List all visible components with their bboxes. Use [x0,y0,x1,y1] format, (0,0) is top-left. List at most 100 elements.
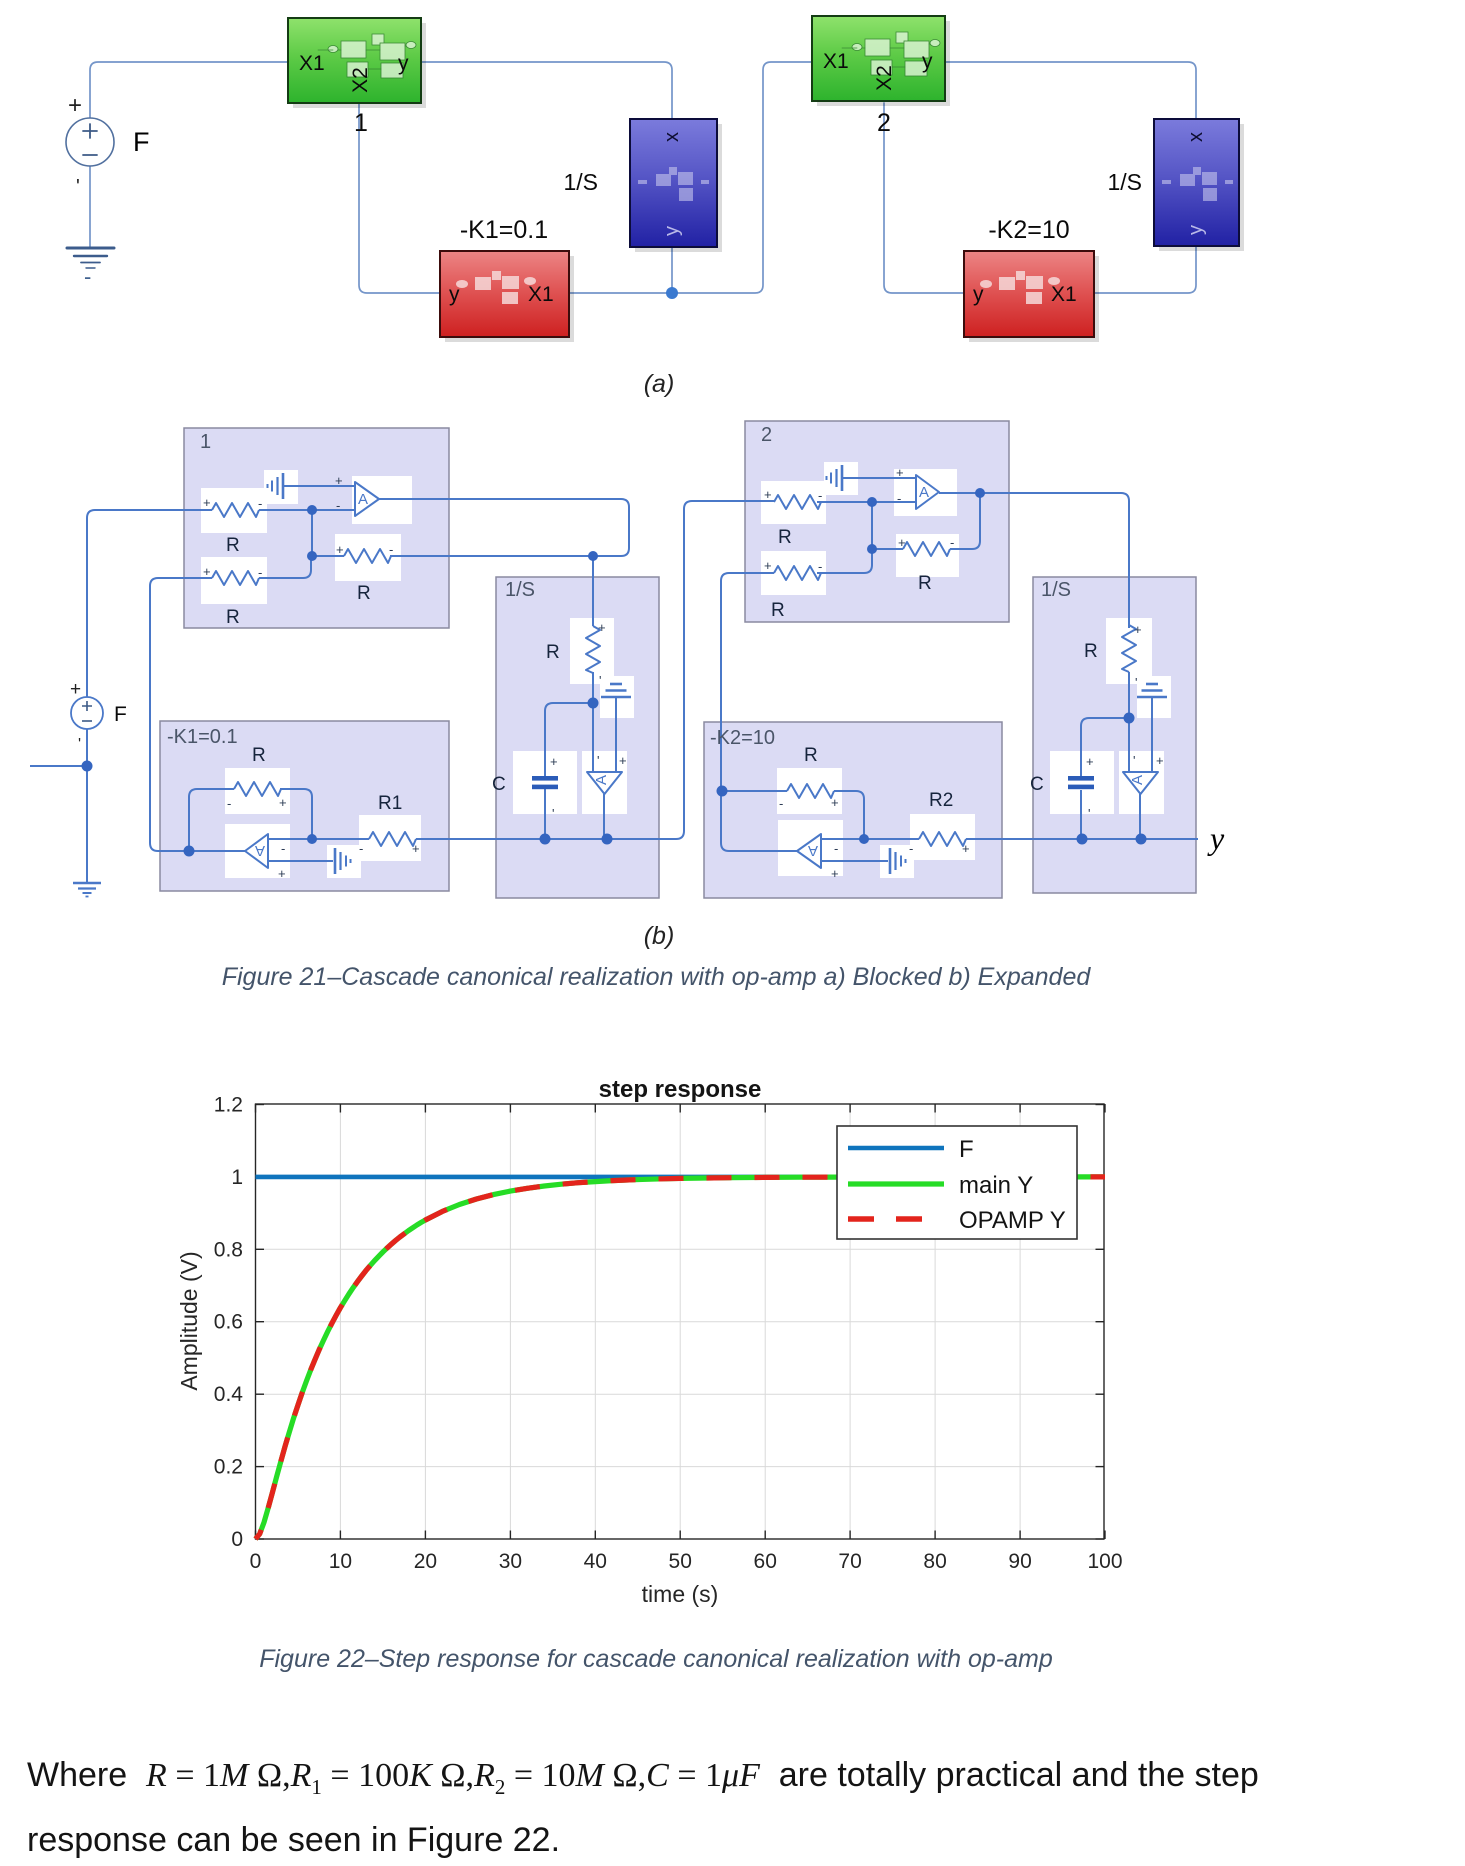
svg-text:y: y [449,283,460,306]
svg-text:+: + [203,495,211,510]
svg-text:y: y [661,226,683,236]
svg-text:X1: X1 [299,52,325,75]
svg-text:-K1=0.1: -K1=0.1 [460,216,548,244]
svg-text:100: 100 [1087,1550,1122,1573]
svg-text:R: R [252,745,266,766]
svg-text:2: 2 [877,109,891,137]
svg-text:+: + [203,564,211,579]
svg-text:40: 40 [584,1550,607,1573]
svg-text:+: + [598,620,606,635]
svg-text:R: R [357,583,371,604]
svg-text:time (s): time (s) [642,1581,719,1607]
svg-text:-: - [258,565,262,580]
svg-text:+: + [896,465,904,480]
svg-text:R: R [226,607,240,628]
svg-text:A: A [919,484,929,501]
svg-text:F: F [114,703,127,726]
svg-text:+: + [764,558,772,573]
svg-text:': ' [1133,753,1135,768]
svg-text:+: + [412,841,420,856]
svg-text:+: + [1156,753,1164,768]
svg-text:0.8: 0.8 [214,1238,243,1261]
svg-text:R: R [546,642,560,663]
svg-text:-: - [818,488,822,503]
svg-text:R: R [804,745,818,766]
svg-text:-: - [258,496,262,511]
svg-text:1: 1 [354,109,368,137]
svg-text:1.2: 1.2 [214,1094,243,1117]
svg-text:80: 80 [923,1550,946,1573]
svg-text:+: + [898,535,906,550]
svg-text:x: x [1185,132,1207,142]
svg-text:0.6: 0.6 [214,1311,243,1334]
svg-text:-: - [389,542,393,557]
svg-text:+: + [831,866,839,881]
svg-text:90: 90 [1008,1550,1031,1573]
svg-text:': ' [597,753,599,768]
svg-text:0: 0 [250,1550,262,1573]
svg-text:R: R [918,573,932,594]
svg-text:y: y [398,52,409,75]
svg-text:+: + [279,795,287,810]
svg-text:+: + [764,487,772,502]
svg-text:+: + [68,92,82,119]
svg-text:A: A [1129,775,1146,785]
svg-text:60: 60 [754,1550,777,1573]
svg-text:-: - [336,498,340,513]
svg-text:A: A [808,842,818,859]
svg-text:+: + [962,841,970,856]
svg-text:R1: R1 [378,793,402,814]
svg-text:C: C [1030,774,1044,795]
svg-text:70: 70 [838,1550,861,1573]
svg-text:1/S: 1/S [1041,579,1071,601]
svg-text:50: 50 [669,1550,692,1573]
svg-text:-: - [359,841,363,856]
svg-text:y: y [1185,225,1207,235]
svg-text:y: y [922,50,933,73]
svg-text:1: 1 [200,431,211,453]
svg-text:-: - [84,264,91,289]
svg-text:OPAMP Y: OPAMP Y [959,1207,1066,1234]
svg-text:R: R [771,600,785,621]
svg-text:y: y [1207,820,1225,856]
svg-text:': ' [76,176,80,198]
svg-text:F: F [133,127,150,157]
svg-text:X2: X2 [873,65,896,91]
svg-text:C: C [492,774,506,795]
svg-text:X1: X1 [823,50,849,73]
svg-text:1/S: 1/S [563,169,598,195]
svg-text:x: x [661,132,683,142]
svg-text:X2: X2 [349,67,372,93]
svg-text:R2: R2 [929,790,953,811]
svg-text:1: 1 [231,1166,243,1189]
svg-text:R: R [226,535,240,556]
svg-text:+: + [831,795,839,810]
svg-text:X1: X1 [528,283,554,306]
svg-text:': ' [599,673,601,688]
svg-text:+: + [278,866,286,881]
svg-text:+: + [70,679,81,700]
svg-text:+: + [335,473,343,488]
svg-text:-K2=10: -K2=10 [710,727,775,749]
svg-text:R: R [778,527,792,548]
svg-text:-: - [779,796,783,811]
svg-text:1/S: 1/S [1107,169,1142,195]
svg-text:30: 30 [499,1550,522,1573]
svg-text:10: 10 [329,1550,352,1573]
svg-text:': ' [552,806,554,821]
svg-text:-K1=0.1: -K1=0.1 [167,726,238,748]
svg-text:A: A [593,775,610,785]
svg-text:+: + [619,753,627,768]
svg-text:step response: step response [599,1076,762,1103]
svg-text:': ' [78,736,81,753]
svg-text:-: - [897,491,901,506]
svg-text:-: - [834,841,838,856]
svg-text:y: y [973,283,984,306]
svg-text:-: - [818,559,822,574]
svg-text:-: - [950,535,954,550]
svg-text:-: - [909,841,913,856]
svg-text:F: F [959,1136,974,1163]
svg-text:': ' [1088,806,1090,821]
svg-text:R: R [1084,641,1098,662]
svg-text:+: + [550,754,558,769]
